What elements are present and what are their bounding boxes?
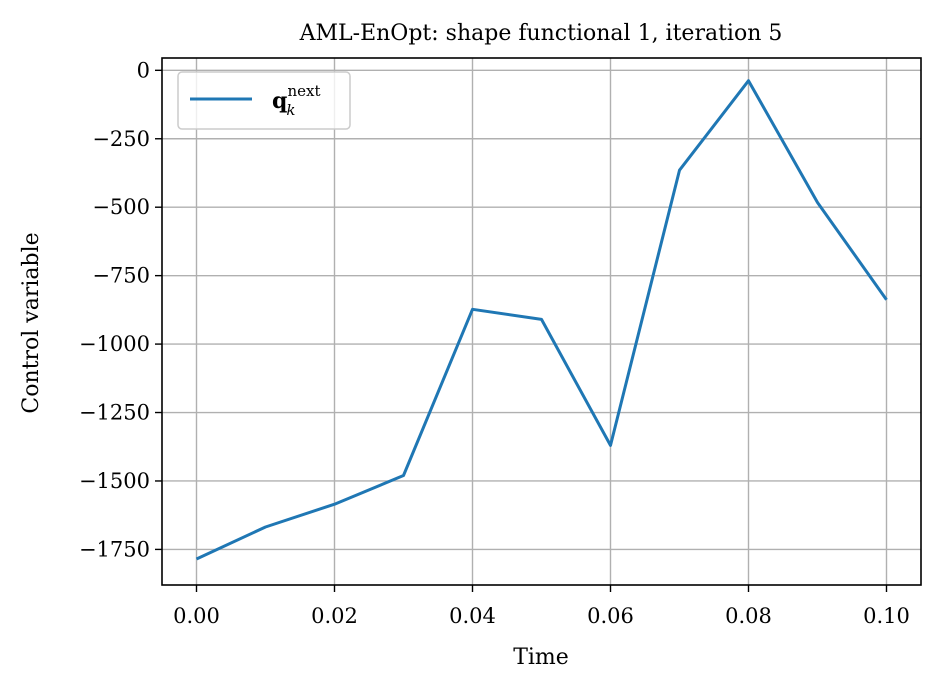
- chart-title: AML-EnOpt: shape functional 1, iteration…: [299, 21, 783, 46]
- legend: qknext: [177, 71, 351, 130]
- y-tick-label: −500: [92, 195, 150, 219]
- y-tick-label: −750: [92, 264, 150, 288]
- y-tick-label: −250: [92, 127, 150, 151]
- plot-frame: [161, 57, 922, 586]
- legend-series-subscript: k: [286, 101, 295, 119]
- y-axis-label: Control variable: [19, 232, 44, 413]
- y-tick-label: −1500: [79, 469, 150, 493]
- x-axis-ticks: 0.00 0.02 0.04 0.06 0.08 0.10: [173, 585, 910, 628]
- plot-area: [195, 79, 888, 561]
- legend-series-name: q: [272, 88, 287, 114]
- x-tick-label: 0.02: [311, 604, 358, 628]
- x-tick-label: 0.06: [587, 604, 634, 628]
- legend-label: qknext: [272, 82, 321, 119]
- y-tick-label: −1000: [79, 332, 150, 356]
- x-tick-label: 0.00: [173, 604, 220, 628]
- grid-lines: [162, 58, 921, 585]
- x-tick-label: 0.10: [863, 604, 910, 628]
- x-tick-label: 0.04: [449, 604, 496, 628]
- y-tick-label: −1750: [79, 537, 150, 561]
- y-tick-label: 0: [137, 58, 150, 82]
- legend-box: [177, 71, 351, 130]
- series-line: [195, 79, 888, 561]
- legend-series-superscript: next: [287, 82, 320, 100]
- y-axis-ticks: 0 −250 −500 −750 −1000 −1250 −1500 −1750: [79, 58, 162, 561]
- x-tick-label: 0.08: [725, 604, 772, 628]
- y-tick-label: −1250: [79, 401, 150, 425]
- x-axis-label: Time: [513, 645, 569, 670]
